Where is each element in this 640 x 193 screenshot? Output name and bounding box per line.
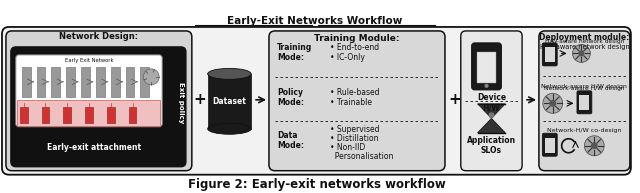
Text: Dataset: Dataset — [212, 97, 246, 106]
Bar — [140, 67, 149, 97]
Text: Mode:: Mode: — [277, 98, 304, 107]
Bar — [111, 67, 120, 97]
Text: Network-aware H/W design: Network-aware H/W design — [544, 86, 625, 91]
Text: Training Module:: Training Module: — [314, 34, 400, 43]
FancyBboxPatch shape — [472, 43, 501, 90]
Bar — [85, 107, 93, 123]
Circle shape — [143, 69, 159, 85]
FancyBboxPatch shape — [269, 31, 445, 171]
Bar — [81, 67, 90, 97]
Circle shape — [573, 44, 590, 62]
Text: Early Exit Network: Early Exit Network — [65, 58, 113, 63]
Text: H/W-aware network design: H/W-aware network design — [545, 39, 624, 44]
Text: Policy: Policy — [277, 88, 303, 97]
Bar — [51, 67, 60, 97]
Text: Network-H/W co-design: Network-H/W co-design — [547, 128, 621, 133]
Text: Figure 2: Early-exit networks workflow: Figure 2: Early-exit networks workflow — [188, 178, 445, 191]
Text: Network-aware H/W design: Network-aware H/W design — [541, 84, 627, 89]
Bar — [36, 67, 45, 97]
Text: Early-exit attachment: Early-exit attachment — [47, 143, 141, 152]
Text: +: + — [449, 92, 461, 107]
Bar — [42, 107, 49, 123]
Text: • Non-IID: • Non-IID — [330, 143, 365, 152]
Text: Application
SLOs: Application SLOs — [467, 136, 516, 155]
Text: Early-Exit Networks Workflow: Early-Exit Networks Workflow — [227, 16, 402, 26]
Text: Data: Data — [277, 131, 298, 140]
Bar — [477, 52, 497, 83]
Polygon shape — [477, 118, 506, 133]
Text: • End-to-end: • End-to-end — [330, 43, 380, 52]
Text: Training: Training — [277, 43, 312, 52]
Bar — [22, 67, 31, 97]
Circle shape — [543, 93, 563, 113]
Circle shape — [484, 84, 488, 88]
Bar — [579, 95, 589, 110]
Circle shape — [579, 50, 584, 57]
Text: Network Design:: Network Design: — [60, 32, 138, 41]
Text: Deployment module:: Deployment module: — [540, 33, 630, 42]
Text: • Distillation: • Distillation — [330, 134, 379, 143]
Ellipse shape — [207, 123, 251, 134]
Text: Mode:: Mode: — [277, 141, 304, 150]
Circle shape — [488, 112, 495, 118]
Polygon shape — [477, 104, 506, 118]
Circle shape — [549, 100, 556, 107]
Bar — [107, 107, 115, 123]
Bar — [67, 67, 75, 97]
Bar — [63, 107, 71, 123]
Bar — [17, 100, 160, 126]
FancyBboxPatch shape — [461, 31, 522, 171]
Bar — [545, 138, 555, 153]
Bar — [20, 107, 28, 123]
Text: Mode:: Mode: — [277, 53, 304, 62]
Text: Exit policy: Exit policy — [178, 82, 184, 124]
Circle shape — [591, 142, 598, 149]
Text: Device
H/W: Device H/W — [477, 93, 506, 112]
Text: • Supervised: • Supervised — [330, 125, 380, 134]
FancyBboxPatch shape — [577, 91, 592, 114]
Text: • IC-Only: • IC-Only — [330, 53, 365, 62]
Bar — [129, 107, 136, 123]
FancyBboxPatch shape — [6, 31, 192, 171]
FancyBboxPatch shape — [11, 47, 186, 167]
FancyBboxPatch shape — [16, 55, 162, 127]
FancyBboxPatch shape — [2, 27, 631, 175]
Text: H/W-aware network design: H/W-aware network design — [540, 44, 629, 50]
Text: • Trainable: • Trainable — [330, 98, 372, 107]
Bar — [207, 74, 251, 129]
Text: Personalisation: Personalisation — [330, 152, 394, 161]
Bar — [545, 47, 555, 62]
FancyBboxPatch shape — [542, 43, 557, 66]
FancyBboxPatch shape — [539, 31, 630, 171]
Text: +: + — [193, 92, 206, 107]
Ellipse shape — [207, 68, 251, 79]
FancyBboxPatch shape — [542, 133, 557, 156]
Text: • Rule-based: • Rule-based — [330, 88, 380, 97]
Bar — [125, 67, 134, 97]
Bar — [96, 67, 105, 97]
Circle shape — [584, 136, 604, 156]
